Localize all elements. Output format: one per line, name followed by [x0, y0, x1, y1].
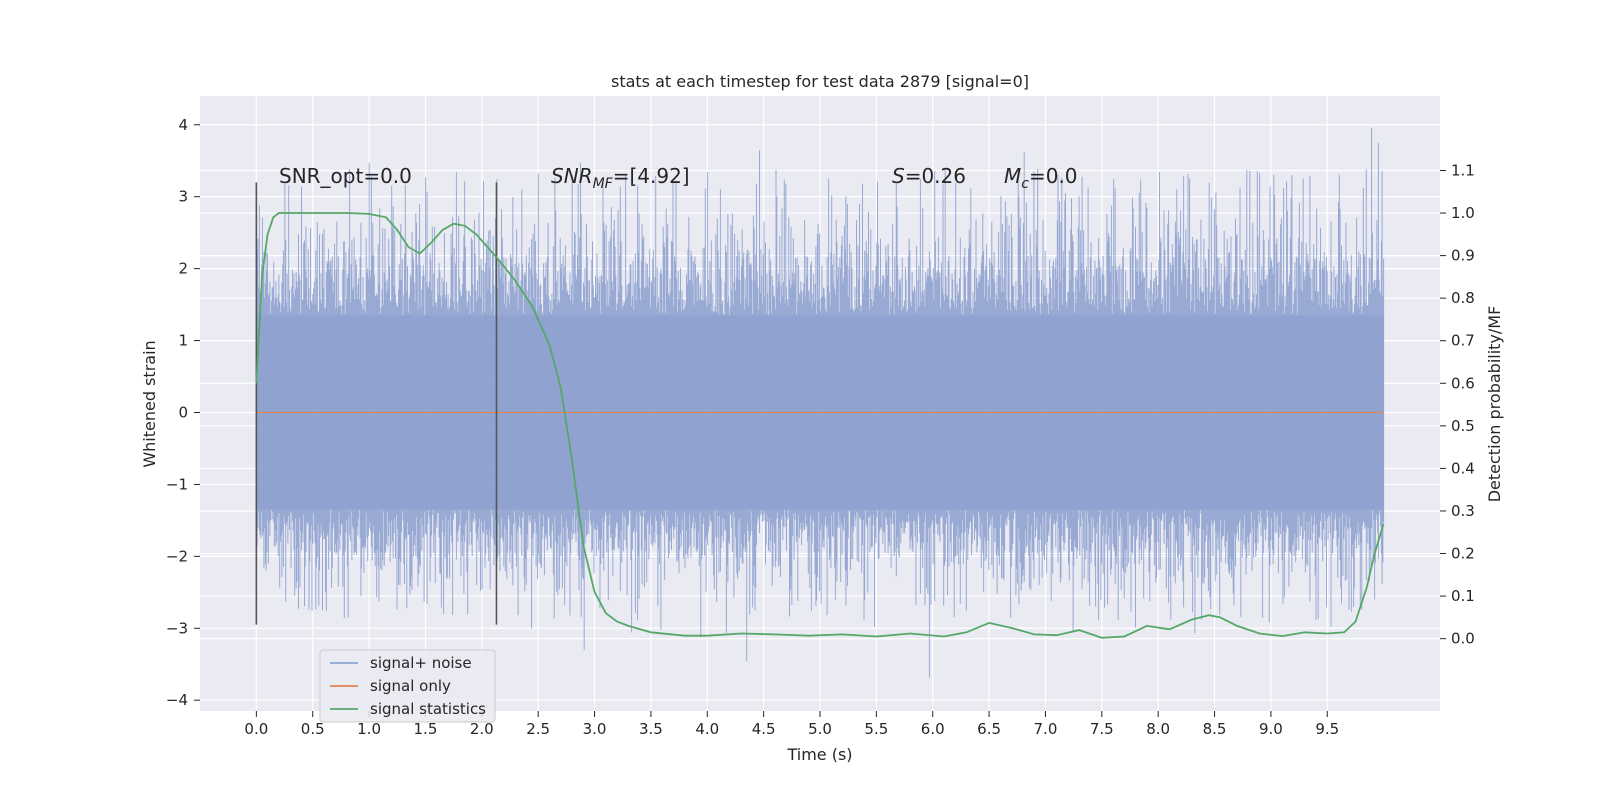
- tick-label-y2: 0.3: [1451, 502, 1475, 520]
- annotation-s: S=0.26: [892, 164, 966, 188]
- tick-label-y: −4: [166, 691, 188, 709]
- tick-label-x: 7.5: [1090, 720, 1114, 738]
- tick-label-y: 2: [178, 260, 188, 278]
- legend-label-signal-noise: signal+ noise: [370, 654, 472, 672]
- tick-label-y2: 0.1: [1451, 587, 1475, 605]
- annotation-mc: Mc=0.0: [1004, 164, 1078, 192]
- tick-label-x: 4.5: [752, 720, 776, 738]
- tick-label-y2: 0.0: [1451, 630, 1475, 648]
- tick-label-y2: 0.5: [1451, 417, 1475, 435]
- tick-label-y2: 0.2: [1451, 545, 1475, 563]
- tick-label-x: 0.5: [301, 720, 325, 738]
- annotation-s-value: =0.26: [905, 164, 966, 188]
- tick-label-x: 9.5: [1315, 720, 1339, 738]
- series-signal-statistics: [255, 212, 1385, 639]
- tick-label-x: 4.0: [695, 720, 719, 738]
- tick-label-x: 8.5: [1203, 720, 1227, 738]
- x-axis-label: Time (s): [786, 745, 852, 764]
- y-axis-right-label: Detection probability/MF: [1485, 306, 1504, 503]
- annotation-snr-mf: SNRMF=[4.92]: [551, 164, 690, 192]
- tick-label-y2: 0.6: [1451, 374, 1475, 392]
- annotation-snr-mf-main: SNR: [551, 164, 593, 188]
- tick-label-x: 2.5: [526, 720, 550, 738]
- tick-label-x: 8.0: [1146, 720, 1170, 738]
- tick-label-y: −2: [166, 547, 188, 565]
- tick-label-y: 0: [178, 403, 188, 421]
- annotation-mc-var: M: [1004, 164, 1021, 188]
- y-axis-right-ticks: 1.1 1.0 0.9 0.8 0.7 0.6 0.5 0.4 0.3 0.2 0.1 0.0: [1440, 161, 1475, 648]
- tick-label-y2: 0.7: [1451, 332, 1475, 350]
- annotation-snr-mf-sub: MF: [593, 176, 614, 192]
- y-axis-left-ticks: 4 3 2 1 0 −1 −2 −3 −4: [166, 116, 200, 709]
- annotation-snr-mf-value: =[4.92]: [613, 164, 690, 188]
- tick-label-x: 3.0: [583, 720, 607, 738]
- tick-label-y: −1: [166, 475, 188, 493]
- tick-label-x: 7.0: [1034, 720, 1058, 738]
- tick-label-x: 6.5: [977, 720, 1001, 738]
- tick-label-y2: 1.1: [1451, 161, 1475, 179]
- legend-label-signal-only: signal only: [370, 677, 451, 695]
- tick-label-y: 4: [178, 116, 188, 134]
- legend-box: [319, 649, 496, 723]
- annotation-mc-sub: c: [1021, 176, 1029, 192]
- x-axis-ticks: 0.0 0.5 1.0 1.5 2.0 2.5 3.0 3.5 4.0 4.5 5.0 5.5 6.0 6…: [244, 711, 1339, 738]
- legend: signal+ noise signal only signal statist…: [319, 649, 496, 723]
- annotation-s-var: S: [892, 164, 905, 188]
- tick-label-x: 0.0: [244, 720, 268, 738]
- tick-label-x: 5.0: [808, 720, 832, 738]
- tick-label-y: 1: [178, 332, 188, 350]
- tick-label-y: −3: [166, 619, 188, 637]
- legend-label-signal-statistics: signal statistics: [370, 700, 486, 718]
- tick-label-x: 5.5: [864, 720, 888, 738]
- tick-label-y: 3: [178, 188, 188, 206]
- tick-label-x: 3.5: [639, 720, 663, 738]
- y-axis-left-label: Whitened strain: [140, 340, 159, 467]
- tick-label-y2: 1.0: [1451, 204, 1475, 222]
- tick-label-x: 6.0: [921, 720, 945, 738]
- tick-label-y2: 0.8: [1451, 289, 1475, 307]
- tick-label-x: 2.0: [470, 720, 494, 738]
- tick-label-y2: 0.9: [1451, 247, 1475, 265]
- tick-label-x: 1.0: [357, 720, 381, 738]
- tick-label-x: 1.5: [414, 720, 438, 738]
- tick-label-y2: 0.4: [1451, 459, 1475, 477]
- annotation-snr-opt: SNR_opt=0.0: [279, 164, 412, 188]
- chart-title: stats at each timestep for test data 287…: [611, 72, 1029, 91]
- tick-label-x: 9.0: [1259, 720, 1283, 738]
- annotation-mc-value: =0.0: [1029, 164, 1078, 188]
